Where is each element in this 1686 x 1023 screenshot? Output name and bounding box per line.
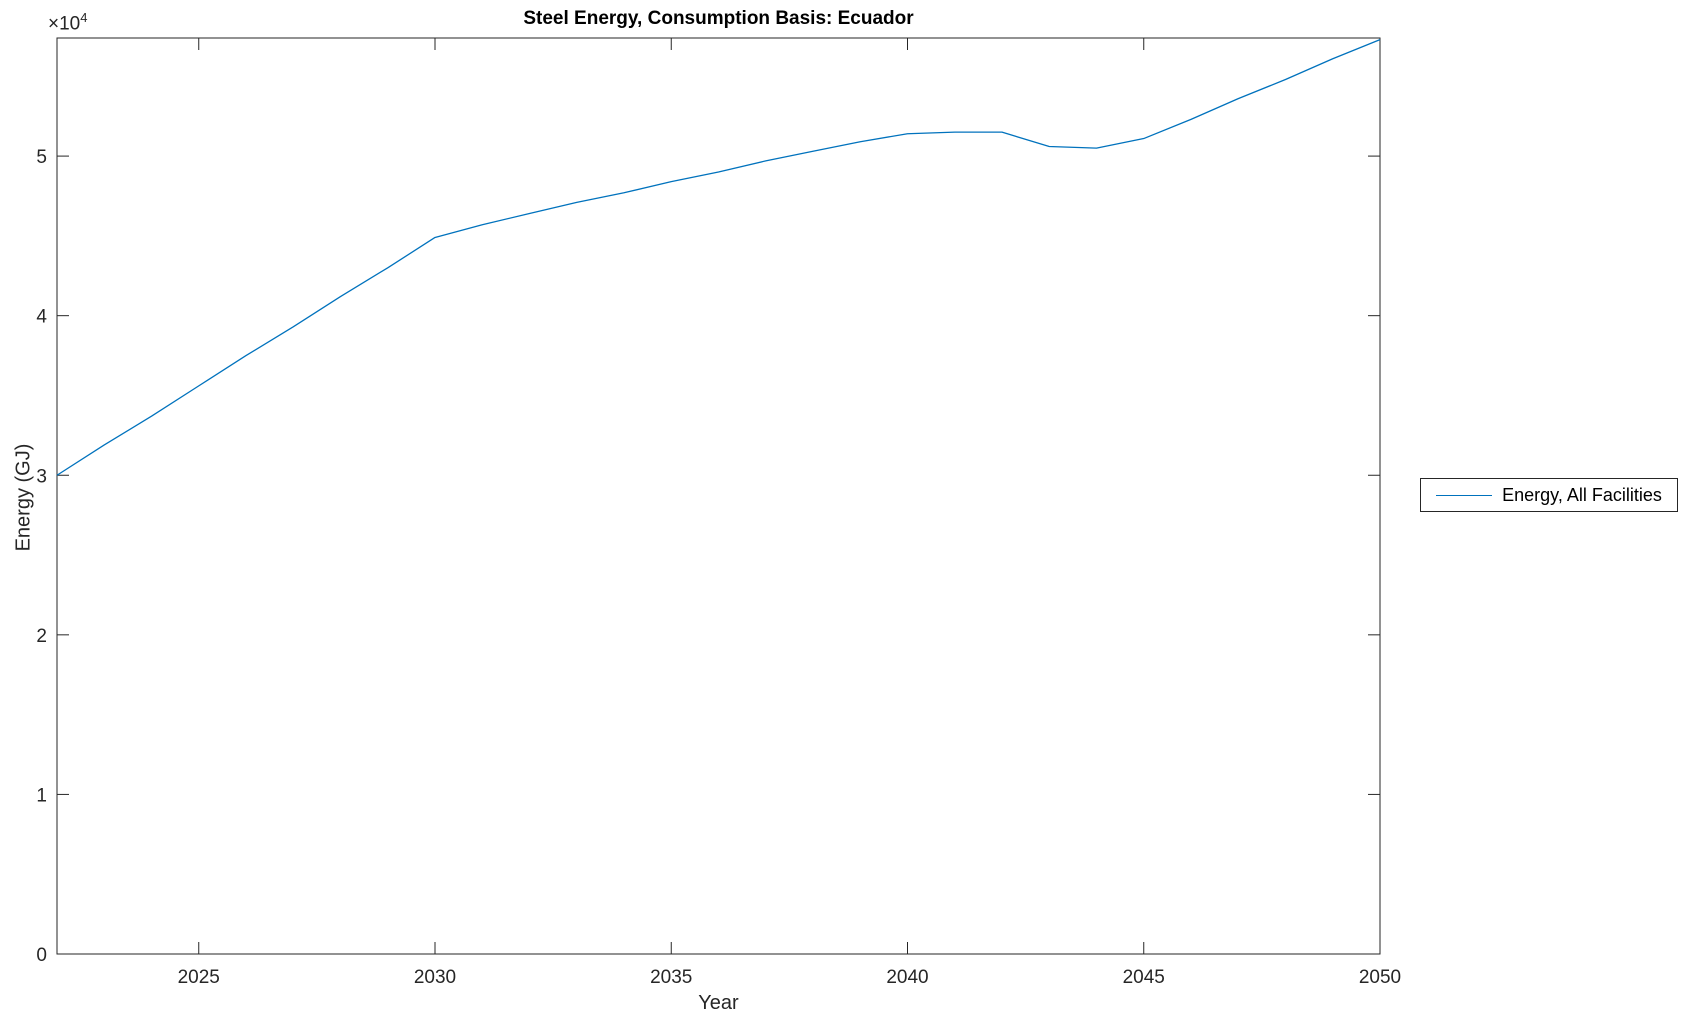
y-axis-scale-exponent: 4 [80,10,88,25]
x-axis-label: Year [698,992,739,1014]
y-tick-label: 2 [36,626,47,647]
x-tick-label: 2040 [886,967,928,988]
legend-box: Energy, All Facilities [1420,478,1678,512]
chart-title: Steel Energy, Consumption Basis: Ecuador [523,8,914,29]
x-tick-label: 2030 [414,967,456,988]
x-tick-label: 2050 [1359,967,1401,988]
y-tick-label: 5 [36,147,47,168]
legend-line-sample [1436,494,1493,496]
x-tick-label: 2025 [178,967,220,988]
x-tick-label: 2035 [650,967,692,988]
x-tick-label: 2045 [1123,967,1165,988]
y-tick-label: 0 [36,945,47,966]
data-line [56,38,1381,476]
y-axis-scale-multiplier: ×104 [48,10,87,35]
y-tick-label: 3 [36,466,47,487]
y-tick-label: 1 [36,785,47,806]
y-tick-label: 4 [36,307,47,328]
legend-entry-label: Energy, All Facilities [1502,484,1662,505]
axes-box [56,37,1381,955]
y-axis-scale-base: ×10 [48,13,81,35]
